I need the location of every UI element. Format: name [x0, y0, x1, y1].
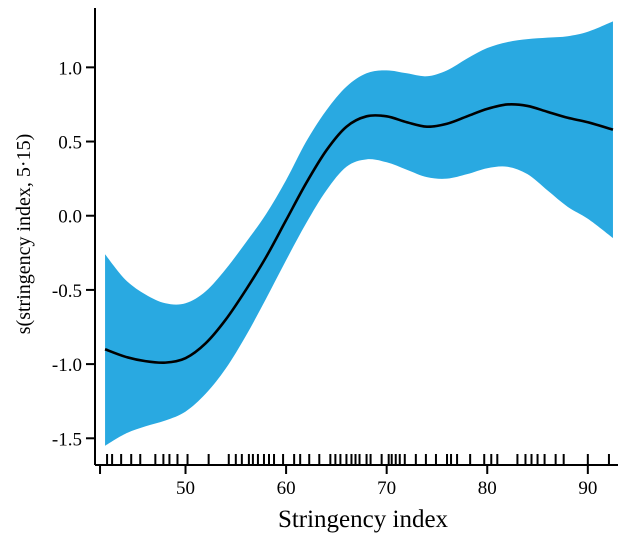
y-tick-label: -0.5	[52, 281, 82, 302]
x-tick-label: 50	[176, 478, 195, 499]
x-tick-labels: 50 60 70 80 90	[176, 478, 597, 499]
y-axis-title: s(stringency index, 5·15)	[13, 134, 35, 335]
rug-marks	[106, 454, 610, 465]
x-tick-label: 90	[578, 478, 597, 499]
y-tick-label: 1.0	[58, 58, 82, 79]
smooth-fit-line	[104, 102, 614, 365]
x-tick-label: 60	[277, 478, 296, 499]
plot-area	[86, 8, 618, 474]
x-tick-label: 70	[377, 478, 396, 499]
y-tick-label: 0.0	[58, 207, 82, 228]
y-tick-labels: 1.0 0.5 0.0 -0.5 -1.0 -1.5	[52, 58, 82, 450]
x-tick-label: 80	[478, 478, 497, 499]
y-tick-label: -1.5	[52, 429, 82, 450]
y-tick-label: -1.0	[52, 355, 82, 376]
confidence-band	[105, 21, 613, 446]
x-axis-title: Stringency index	[278, 506, 449, 533]
y-tick-label: 0.5	[58, 133, 82, 154]
